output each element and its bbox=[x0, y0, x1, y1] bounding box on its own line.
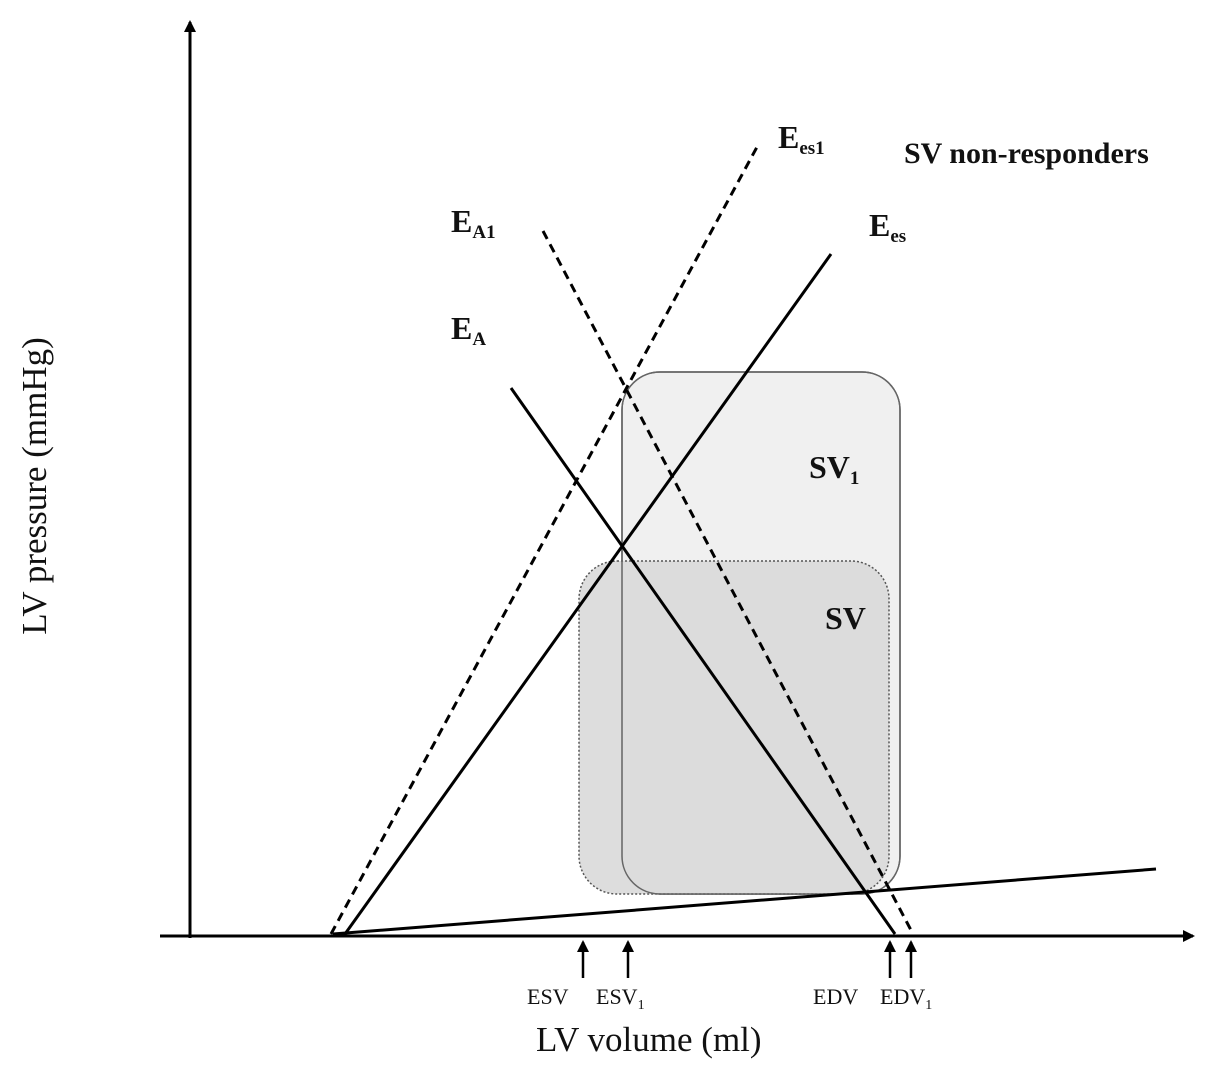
x-axis-label: LV volume (ml) bbox=[536, 1020, 762, 1059]
sv1-region-outline bbox=[621, 371, 901, 895]
sv1-label: SV1 bbox=[809, 449, 859, 489]
ea-line bbox=[509, 387, 897, 935]
ees-label: Ees bbox=[869, 207, 906, 247]
edpvr-line bbox=[332, 867, 1157, 936]
esv1-label: ESV1 bbox=[596, 984, 645, 1013]
ees-line bbox=[343, 253, 833, 935]
esv-label: ESV bbox=[527, 984, 569, 1009]
ea1-line bbox=[541, 230, 915, 935]
edv1-label: EDV1 bbox=[880, 984, 932, 1013]
ea-label: EA bbox=[451, 310, 486, 350]
ees1-label: Ees1 bbox=[778, 119, 825, 159]
y-axis-label: LV pressure (mmHg) bbox=[15, 337, 54, 634]
sv-region bbox=[578, 560, 890, 895]
diagram-title: SV non-responders bbox=[904, 137, 1149, 170]
edv-label: EDV bbox=[813, 984, 858, 1009]
ea1-label: EA1 bbox=[451, 203, 496, 243]
sv-label: SV bbox=[825, 600, 866, 636]
